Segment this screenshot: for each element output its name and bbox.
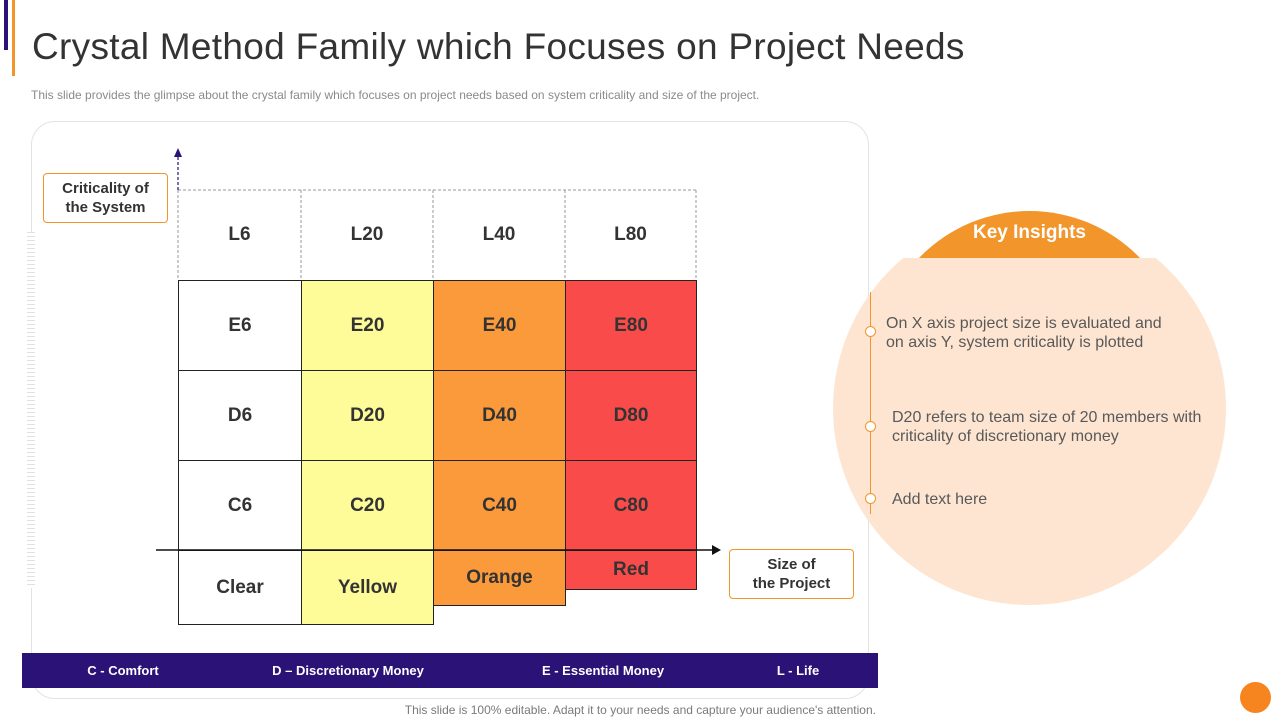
color-label-red: Red — [565, 550, 697, 590]
insight-point-2: D20 refers to team size of 20 members wi… — [892, 409, 1202, 445]
matrix-cell-e6: E6 — [178, 280, 302, 371]
legend-comfort: C - Comfort — [87, 663, 159, 678]
legend-bar: C - Comfort D – Discretionary Money E - … — [22, 653, 878, 688]
level-header-l20: L20 — [350, 224, 384, 245]
title-accent-bar-orange — [12, 0, 15, 76]
level-header-l6: L6 — [228, 224, 251, 245]
insight-point-3: Add text here — [892, 491, 988, 508]
legend-discretionary-money: D – Discretionary Money — [272, 663, 424, 678]
insight-point-1: On X axis project size is evaluated and … — [886, 315, 1162, 351]
legend-life: L - Life — [776, 663, 820, 678]
matrix-cell-d40: D40 — [433, 370, 566, 461]
matrix-cell-d80: D80 — [565, 370, 697, 461]
timeline-dot — [865, 493, 876, 504]
timeline-dot — [865, 421, 876, 432]
color-label-clear: Clear — [178, 550, 302, 625]
matrix-cell-c40: C40 — [433, 460, 566, 551]
color-label-orange: Orange — [433, 550, 566, 606]
decorative-orange-dot — [1240, 682, 1271, 713]
insights-heading: Key Insights — [973, 222, 1086, 243]
color-label-yellow: Yellow — [301, 550, 434, 625]
matrix-cell-c6: C6 — [178, 460, 302, 551]
matrix-cell-c20: C20 — [301, 460, 434, 551]
y-axis-label: Criticality of the System — [43, 173, 168, 223]
title-accent-bar-navy — [4, 0, 8, 50]
level-header-l40: L40 — [482, 224, 516, 245]
matrix-cell-c80: C80 — [565, 460, 697, 551]
matrix-cell-e20: E20 — [301, 280, 434, 371]
footer-note: This slide is 100% editable. Adapt it to… — [404, 703, 876, 717]
page-title: Crystal Method Family which Focuses on P… — [32, 26, 965, 67]
insights-timeline — [870, 292, 871, 514]
matrix-cell-e80: E80 — [565, 280, 697, 371]
matrix-cell-d6: D6 — [178, 370, 302, 461]
legend-essential-money: E - Essential Money — [541, 663, 665, 678]
x-axis-label: Size of the Project — [729, 549, 854, 599]
side-decoration — [27, 232, 35, 588]
matrix-cell-d20: D20 — [301, 370, 434, 461]
level-header-l80: L80 — [614, 224, 647, 245]
timeline-dot — [865, 326, 876, 337]
page-subtitle: This slide provides the glimpse about th… — [31, 88, 760, 102]
matrix-cell-e40: E40 — [433, 280, 566, 371]
insights-pointer — [1023, 249, 1037, 257]
insights-circle — [833, 212, 1226, 605]
